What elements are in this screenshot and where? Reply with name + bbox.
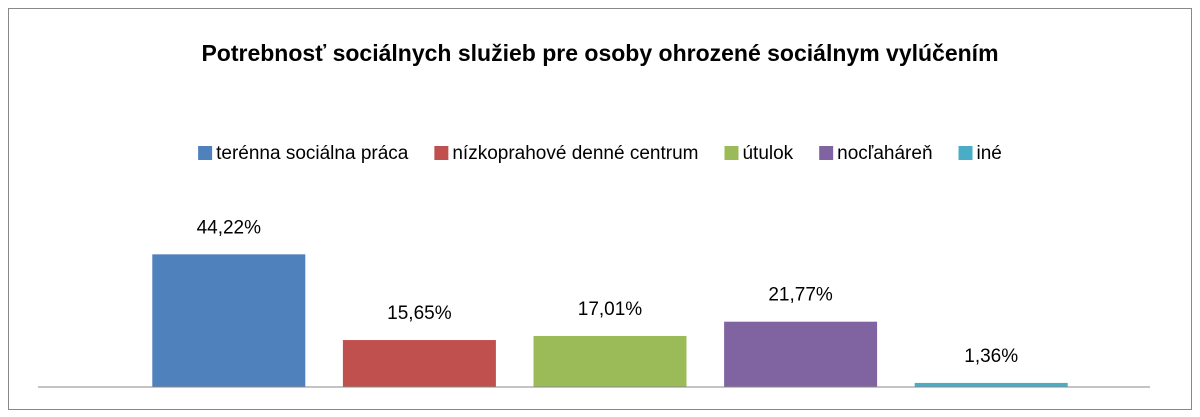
data-label: 17,01% bbox=[578, 299, 643, 320]
legend-swatch bbox=[434, 146, 449, 160]
legend-label: iné bbox=[977, 143, 1002, 164]
chart-title: Potrebnosť sociálnych služieb pre osoby … bbox=[201, 40, 999, 66]
legend-label: útulok bbox=[742, 143, 793, 164]
legend-label: nocľaháreň bbox=[837, 143, 932, 164]
data-label: 21,77% bbox=[768, 285, 833, 306]
data-label: 1,36% bbox=[964, 346, 1018, 367]
legend-swatch bbox=[198, 146, 213, 160]
bar bbox=[724, 321, 878, 387]
legend-swatch bbox=[958, 146, 973, 160]
bar bbox=[533, 335, 687, 387]
data-label: 44,22% bbox=[197, 217, 262, 238]
data-label: 15,65% bbox=[387, 303, 452, 324]
legend-swatch bbox=[724, 146, 739, 160]
bar bbox=[152, 254, 306, 387]
legend-label: nízkoprahové denné centrum bbox=[452, 143, 698, 164]
bar bbox=[914, 382, 1068, 387]
bar bbox=[342, 340, 496, 387]
legend-swatch bbox=[819, 146, 834, 160]
legend-label: terénna sociálna práca bbox=[216, 143, 409, 164]
